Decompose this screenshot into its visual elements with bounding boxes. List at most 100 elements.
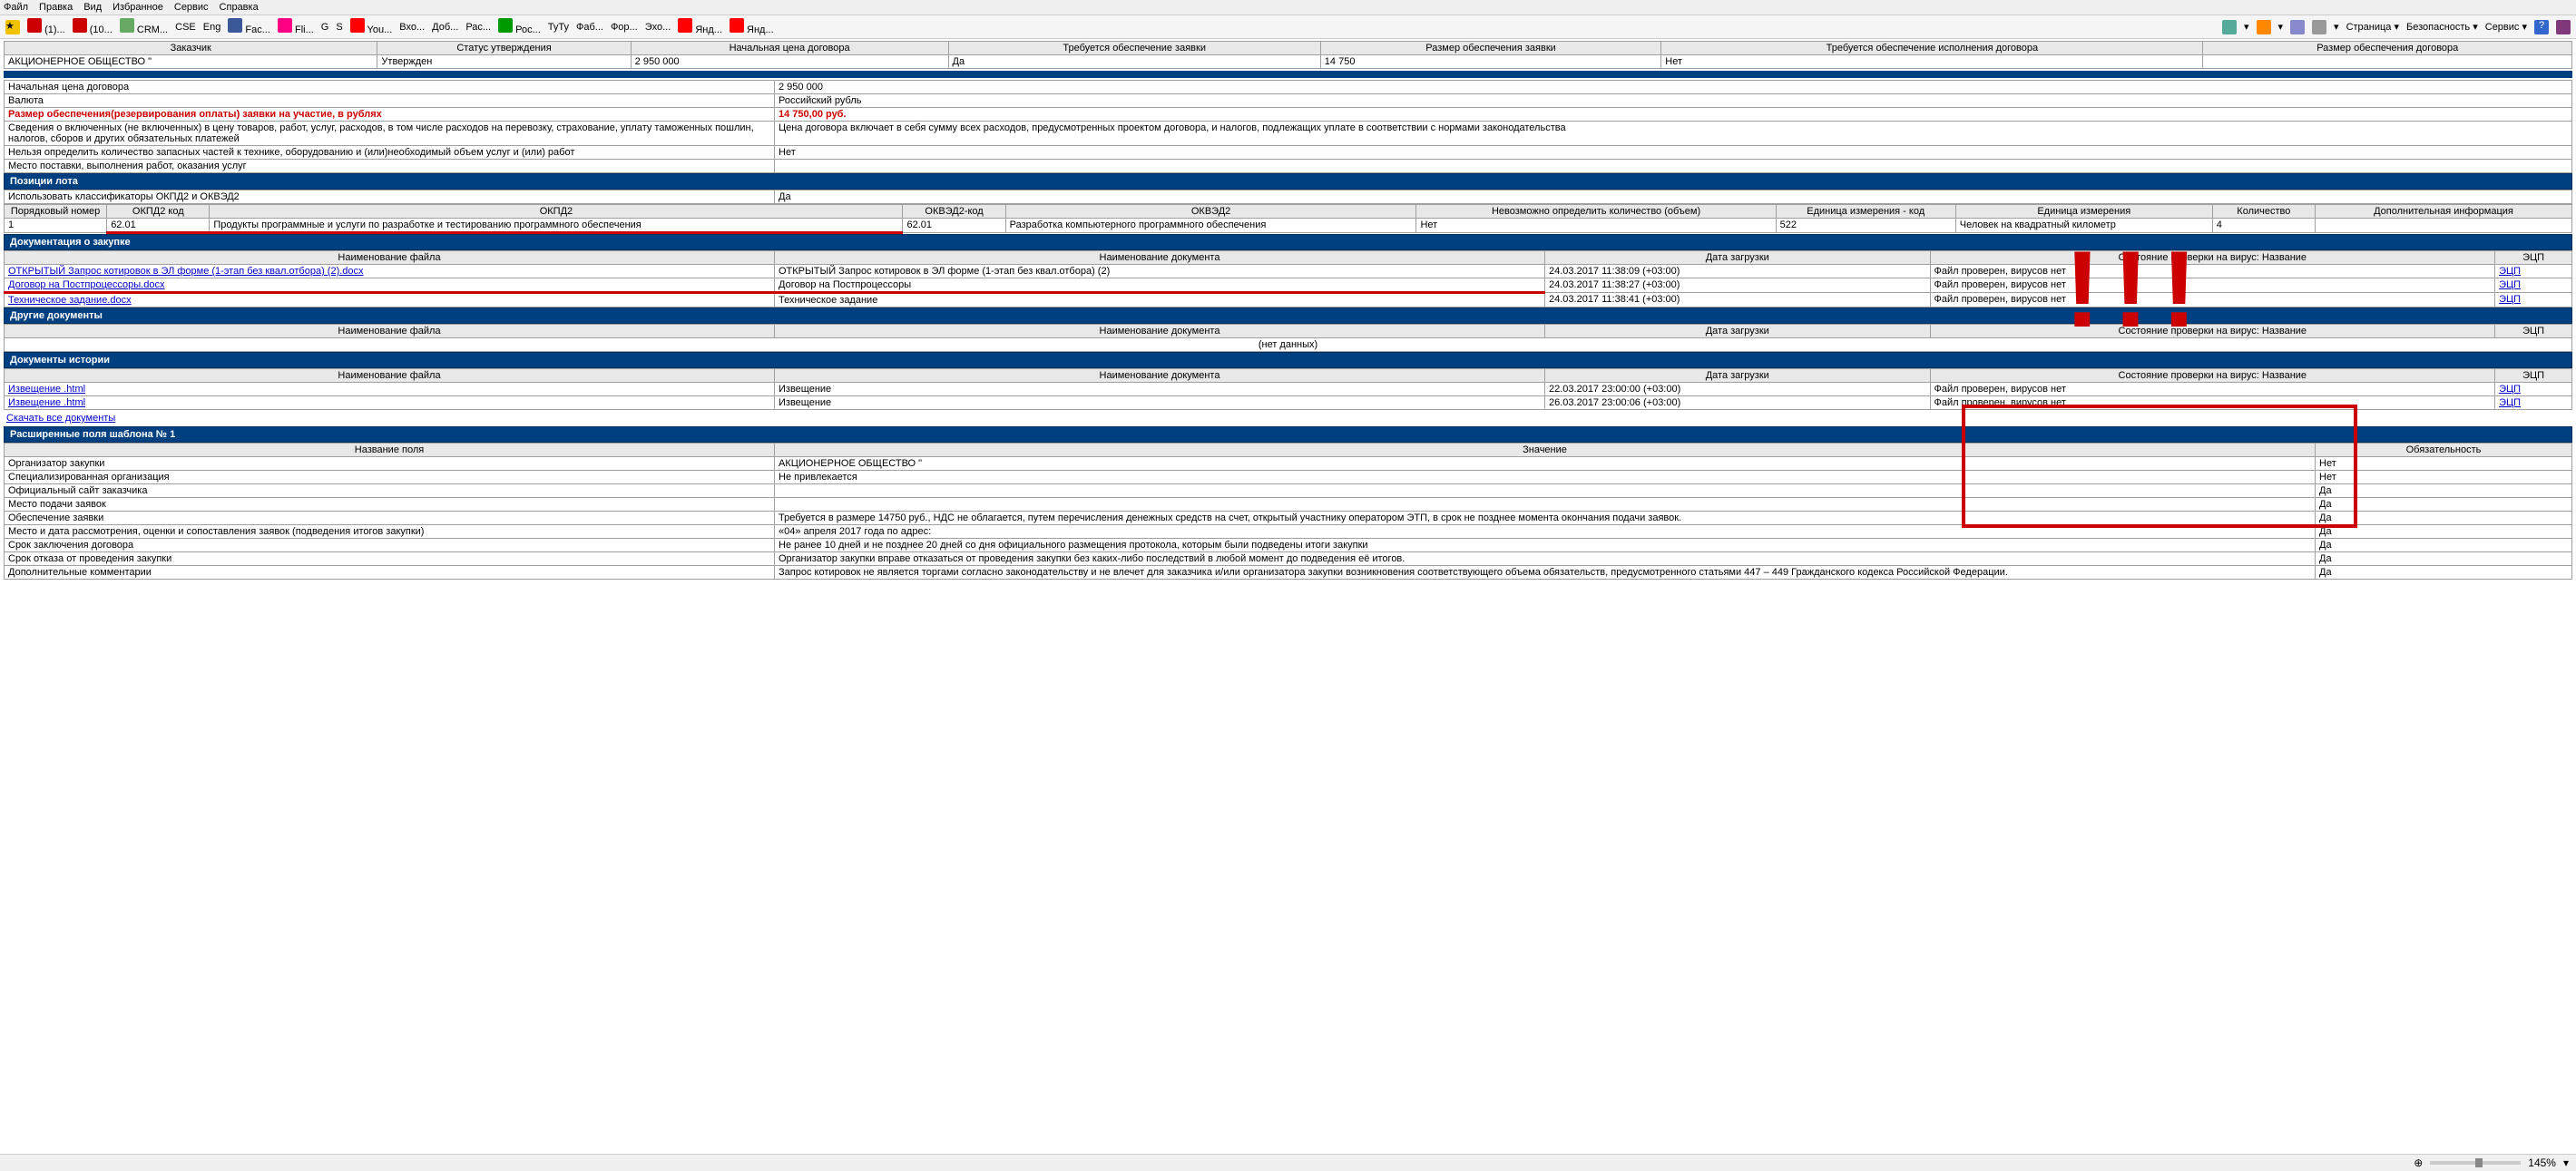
zoom-dropdown-icon[interactable]: ▾	[2563, 1156, 2569, 1169]
lot-header-unit: Единица измерения	[1955, 205, 2212, 219]
fav-item[interactable]: Янд...	[730, 18, 774, 35]
fav-item[interactable]: (10...	[73, 18, 113, 35]
history-header-doc: Наименование документа	[775, 369, 1545, 383]
fav-item[interactable]: (1)...	[27, 18, 65, 35]
template-field-value: Запрос котировок не является торгами сог…	[775, 566, 2316, 580]
menu-edit[interactable]: Правка	[39, 2, 73, 13]
doc-name: Извещение	[775, 383, 1545, 396]
info-value: Российский рубль	[775, 94, 2572, 108]
doc-file-link[interactable]: Договор на Постпроцессоры.docx	[8, 279, 164, 290]
menu-help[interactable]: Справка	[220, 2, 259, 13]
doc-row: Извещение .htmlИзвещение22.03.2017 23:00…	[5, 383, 2572, 396]
zoom-slider[interactable]	[2430, 1161, 2521, 1165]
home-icon[interactable]	[2222, 20, 2237, 34]
fav-item[interactable]: ТуТу	[548, 22, 569, 33]
lot-unit-code: 522	[1776, 219, 1955, 233]
doc-virus: Файл проверен, вирусов нет	[1930, 293, 2495, 307]
annotation-exclaim: ! ! !	[2064, 235, 2189, 344]
menu-tools[interactable]: Сервис	[174, 2, 209, 13]
main-content: Заказчик Статус утверждения Начальная це…	[0, 39, 2576, 581]
header-customer: Заказчик	[5, 42, 377, 55]
lot-header-noqty: Невозможно определить количество (объем)	[1416, 205, 1776, 219]
cell-customer: АКЦИОНЕРНОЕ ОБЩЕСТВО "	[5, 55, 377, 69]
onenote-icon[interactable]	[2556, 20, 2571, 34]
doc-signature-link[interactable]: ЭЦП	[2499, 266, 2521, 277]
template-field-req: Да	[2316, 539, 2572, 552]
lot-header-unit-code: Единица измерения - код	[1776, 205, 1955, 219]
doc-date: 24.03.2017 11:38:27 (+03:00)	[1545, 278, 1931, 293]
help-icon[interactable]: ?	[2534, 20, 2549, 34]
cell-bid-amount: 14 750	[1320, 55, 1660, 69]
fav-item[interactable]: S	[336, 22, 342, 33]
template-header-name: Название поля	[5, 444, 775, 457]
fav-item[interactable]: Вхо...	[399, 22, 425, 33]
history-header-virus: Состояние проверки на вирус: Название	[1930, 369, 2495, 383]
feed-icon[interactable]	[2257, 20, 2271, 34]
info-table: Начальная цена договора2 950 000ВалютаРо…	[4, 80, 2572, 173]
info-label: Начальная цена договора	[5, 81, 775, 94]
menu-file[interactable]: Файл	[4, 2, 28, 13]
header-contract-security: Требуется обеспечение исполнения договор…	[1661, 42, 2203, 55]
fav-item[interactable]: Fac...	[228, 18, 270, 35]
lot-info	[2315, 219, 2571, 233]
section-history-title: Документы истории	[4, 352, 2572, 368]
fav-item[interactable]: G	[321, 22, 329, 33]
doc-file-link[interactable]: ОТКРЫТЫЙ Запрос котировок в ЭЛ форме (1-…	[8, 266, 364, 277]
tools-menu[interactable]: Сервис ▾	[2485, 21, 2527, 33]
mail-icon[interactable]	[2290, 20, 2305, 34]
menu-favorites[interactable]: Избранное	[113, 2, 163, 13]
menu-view[interactable]: Вид	[83, 2, 102, 13]
lot-header-num: Порядковый номер	[5, 205, 107, 219]
doc-file-link[interactable]: Техническое задание.docx	[8, 295, 132, 306]
fav-item[interactable]: Fli...	[278, 18, 314, 35]
doc-virus: Файл проверен, вирусов нет	[1930, 265, 2495, 278]
info-value	[775, 160, 2572, 173]
docs-header-date: Дата загрузки	[1545, 251, 1931, 265]
docs-header-doc: Наименование документа	[775, 251, 1545, 265]
fav-item[interactable]: Фор...	[611, 22, 638, 33]
info-label: Нельзя определить количество запасных ча…	[5, 146, 775, 160]
security-menu[interactable]: Безопасность ▾	[2406, 21, 2478, 33]
menubar: Файл Правка Вид Избранное Сервис Справка	[0, 0, 2576, 15]
doc-signature-link[interactable]: ЭЦП	[2499, 279, 2521, 290]
fav-item[interactable]: Фаб...	[576, 22, 603, 33]
template-field-name: Обеспечение заявки	[5, 512, 775, 525]
fav-item[interactable]: Рос...	[498, 18, 541, 35]
doc-file-link[interactable]: Извещение .html	[8, 384, 85, 395]
summary-table: Заказчик Статус утверждения Начальная це…	[4, 41, 2572, 69]
fav-item[interactable]: Eng	[203, 22, 221, 33]
statusbar: ⊕ 145% ▾	[0, 1154, 2576, 1171]
info-row: Начальная цена договора2 950 000	[5, 81, 2572, 94]
doc-name: Договор на Постпроцессоры	[775, 278, 1545, 293]
docs-header-virus: Состояние проверки на вирус: Название	[1930, 251, 2495, 265]
fav-item[interactable]: Рас...	[465, 22, 491, 33]
history-header-file: Наименование файла	[5, 369, 775, 383]
template-field-name: Место и дата рассмотрения, оценки и сопо…	[5, 525, 775, 539]
doc-signature-link[interactable]: ЭЦП	[2499, 294, 2521, 305]
info-value: Нет	[775, 146, 2572, 160]
info-row: ВалютаРоссийский рубль	[5, 94, 2572, 108]
doc-file-link[interactable]: Извещение .html	[8, 397, 85, 408]
template-field-name: Срок отказа от проведения закупки	[5, 552, 775, 566]
fav-item[interactable]: Янд...	[678, 18, 722, 35]
download-all-link[interactable]: Скачать все документы	[6, 413, 115, 424]
doc-signature-link[interactable]: ЭЦП	[2499, 397, 2521, 408]
zoom-indicator-icon[interactable]: ⊕	[2414, 1156, 2423, 1169]
template-field-req: Да	[2316, 552, 2572, 566]
fav-item[interactable]: CRM...	[120, 18, 168, 35]
fav-item[interactable]: Доб...	[432, 22, 458, 33]
template-row: Срок заключения договораНе ранее 10 дней…	[5, 539, 2572, 552]
otherdocs-header-sig: ЭЦП	[2495, 325, 2572, 338]
doc-signature-link[interactable]: ЭЦП	[2499, 384, 2521, 395]
template-field-name: Специализированная организация	[5, 471, 775, 484]
fav-item[interactable]: CSE	[175, 22, 196, 33]
print-icon[interactable]	[2312, 20, 2326, 34]
page-menu[interactable]: Страница ▾	[2346, 21, 2399, 33]
otherdocs-header-file: Наименование файла	[5, 325, 775, 338]
fav-item[interactable]: You...	[350, 18, 393, 35]
star-icon[interactable]: ★	[5, 20, 20, 34]
template-field-name: Дополнительные комментарии	[5, 566, 775, 580]
fav-item[interactable]: Эхо...	[645, 22, 671, 33]
doc-name: Извещение	[775, 396, 1545, 410]
template-field-name: Официальный сайт заказчика	[5, 484, 775, 498]
